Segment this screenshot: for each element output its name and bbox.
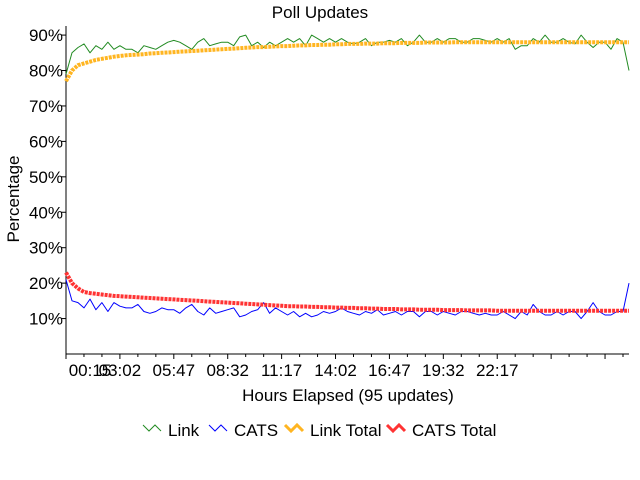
legend: Link CATS Link Total CATS Total (142, 421, 496, 440)
series-layer (64, 34, 630, 320)
legend-swatch-link-total (283, 422, 305, 434)
series-line-cats-total (64, 271, 629, 313)
y-tick-label: 20% (29, 274, 63, 293)
x-tick-label: 16:47 (368, 361, 411, 380)
y-tick-label: 80% (29, 62, 63, 81)
x-tick-label: 19:32 (422, 361, 465, 380)
legend-label-link: Link (168, 421, 200, 440)
x-tick-label: 14:02 (314, 361, 357, 380)
chart-title: Poll Updates (272, 3, 368, 22)
legend-label-cats-total: CATS Total (412, 421, 496, 440)
x-tick-label: 00:15 (69, 361, 112, 380)
y-tick-label: 50% (29, 168, 63, 187)
x-axis-title: Hours Elapsed (95 updates) (242, 386, 454, 405)
y-tick-label: 10% (29, 310, 63, 329)
series-line-link (65, 34, 630, 75)
y-tick-label: 30% (29, 239, 63, 258)
y-tick-label: 40% (29, 203, 63, 222)
x-tick-label: 22:17 (476, 361, 519, 380)
x-tick-label: 03:02 (99, 361, 142, 380)
y-tick-label: 60% (29, 132, 63, 151)
legend-swatch-link (142, 424, 162, 432)
x-tick-label: 11:17 (261, 361, 302, 380)
series-line-cats (65, 279, 630, 320)
y-axis-title: Percentage (4, 156, 23, 243)
y-tick-label: 90% (29, 26, 63, 45)
y-tick-label: 70% (29, 97, 63, 116)
legend-label-cats: CATS (234, 421, 278, 440)
legend-swatch-cats (208, 424, 228, 432)
x-tick-label: 08:32 (206, 361, 249, 380)
x-tick-label: 05:47 (153, 361, 196, 380)
legend-swatch-cats-total (385, 422, 407, 434)
legend-label-link-total: Link Total (310, 421, 382, 440)
